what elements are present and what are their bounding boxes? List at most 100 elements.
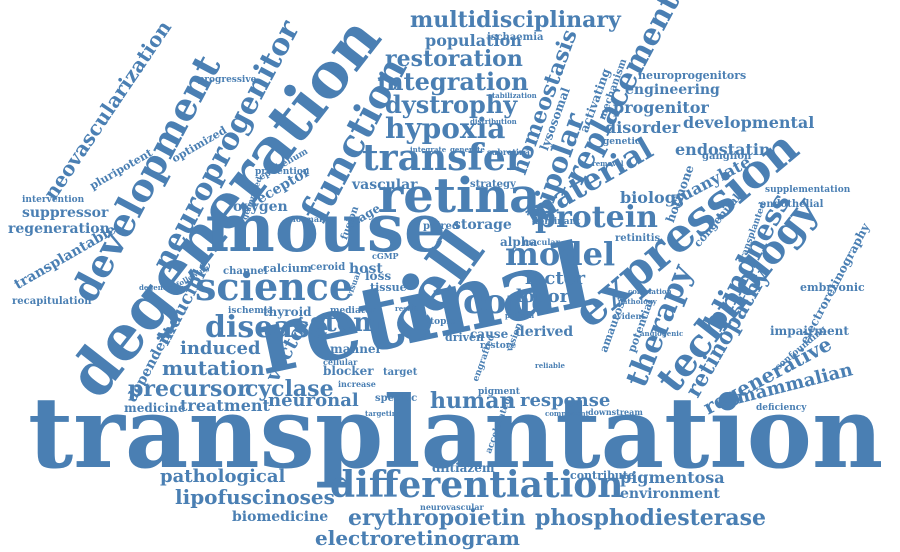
word: developmental [683,113,815,132]
word: environment [620,486,720,502]
word: correlation [628,287,672,296]
word: recapitulation [12,296,92,307]
word: cyclase [245,376,334,402]
word: neuroprogenitors [638,69,747,82]
word: electroretinogram [315,526,520,550]
word: pigmentosa [620,468,725,487]
word: increase [338,379,376,389]
word: pathology [618,297,657,306]
word: pathological [160,466,286,487]
word: restoration [385,46,523,72]
word: diltiazem [432,461,495,475]
word: progenitor [613,98,709,117]
word: disease [205,310,329,345]
word: differentiation [330,464,624,506]
word: mutation [162,356,265,380]
word: cellular [323,357,358,367]
word: paired [423,221,459,232]
word: neuronal [268,390,359,411]
word: treatment [180,396,270,415]
word: dominant [532,217,581,227]
word: reliable [535,361,566,370]
word: model [505,235,616,273]
word: stabilization [488,91,537,100]
word: driven [445,331,485,344]
word: generate [450,145,485,154]
word: pigment [478,387,520,397]
word: contribute [570,469,635,482]
word: blocker [323,364,374,378]
word: retinitis [615,233,661,244]
word: calcium [263,262,312,275]
word: angiogenic [640,329,684,338]
word: mediator [330,306,376,316]
word: strategy [470,179,516,190]
word: science [195,264,354,309]
word: subretinal [487,147,533,157]
word: multidisciplinary [410,7,621,33]
word: medicine [124,401,186,415]
word: ganglion [702,151,752,162]
word: transplantation [28,376,884,491]
word: host [349,261,383,277]
word: cone [463,282,553,322]
word: ischemia [228,306,274,316]
word: prevention [255,167,310,177]
word: erythropoietin [348,505,526,531]
word: manner [330,342,382,356]
word: population [425,31,522,50]
word: stem [310,308,381,338]
word: engineering [625,82,720,98]
word: impairment [770,324,849,338]
word: precursor [128,376,249,402]
word: neurovascular [420,502,484,512]
word: induced [180,338,261,359]
word: mouse [205,189,446,267]
word: degenerative [139,283,190,292]
word: factor [525,268,586,289]
word: lipofuscinoses [175,485,335,509]
word: alpha [500,235,538,249]
word: biology [620,188,686,207]
word: phosphodiesterase [535,505,766,531]
word: normal [290,214,323,224]
word: donor [510,286,570,307]
word: cause [470,327,509,341]
word: intervention [22,195,85,205]
word: suppressor [22,205,109,221]
word: distribution [470,117,517,126]
word: macular [523,237,560,247]
word: protein [535,200,658,235]
word: supplementation [765,185,851,195]
word: thyroid [263,305,312,319]
word: loss [365,269,392,283]
word: transfer [362,137,525,179]
word: regeneration [8,221,110,237]
word: restore [480,341,517,351]
word: oxygen [233,199,288,215]
word: ceroid [310,262,346,273]
word: derived [515,324,574,340]
word: integrate [410,145,447,154]
word: biomedicine [232,509,329,525]
word: topic [430,317,456,327]
word: evident [612,311,645,321]
word: tissue [370,281,407,294]
word: endostatin [675,140,771,159]
word: retina [378,168,541,224]
word: deficiency [756,403,807,413]
word: embryonic [800,281,865,294]
word: human [430,388,516,414]
word: storage [453,217,512,233]
word: channel [223,266,268,277]
word: component [545,409,589,418]
word: cGMP [372,251,399,261]
word: result [395,304,419,313]
word: integration [377,67,529,96]
word: ischaemia [487,32,544,43]
word: endothelial [760,199,824,210]
word: genetic [603,137,641,147]
word: target [383,367,418,378]
word: dystrophy [385,90,518,119]
